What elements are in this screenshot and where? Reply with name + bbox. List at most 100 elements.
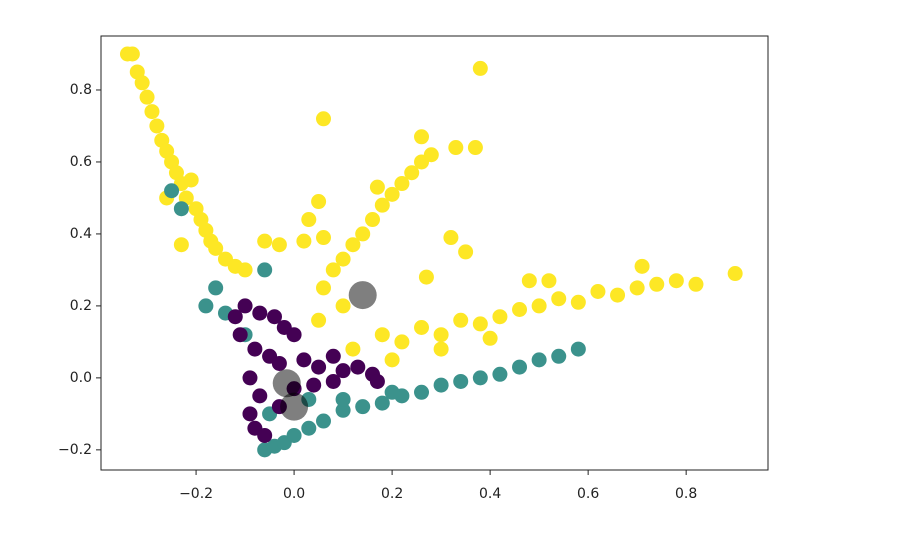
point — [257, 427, 273, 443]
point — [472, 370, 488, 386]
point — [315, 280, 331, 296]
point — [414, 129, 430, 145]
y-tick-label: 0.0 — [70, 370, 92, 386]
point — [453, 312, 469, 328]
point — [355, 399, 371, 415]
point — [325, 262, 341, 278]
y-tick-label: 0.2 — [70, 298, 92, 314]
point — [727, 266, 743, 282]
point — [345, 341, 361, 357]
point — [384, 384, 400, 400]
x-tick-label: 0.8 — [675, 486, 697, 502]
point — [144, 104, 160, 120]
x-tick-label: −0.2 — [179, 486, 213, 502]
point — [414, 319, 430, 335]
point — [384, 352, 400, 368]
point — [266, 309, 282, 325]
point — [257, 262, 273, 278]
point — [512, 359, 528, 375]
point — [433, 327, 449, 343]
point — [306, 377, 322, 393]
point — [271, 355, 287, 371]
point — [492, 309, 508, 325]
point — [590, 284, 606, 300]
point — [227, 309, 243, 325]
point — [384, 186, 400, 202]
point — [198, 298, 214, 314]
centroid — [280, 392, 309, 421]
point — [369, 373, 385, 389]
point — [512, 301, 528, 317]
point — [286, 427, 302, 443]
y-tick-label: 0.4 — [70, 226, 92, 242]
point — [335, 402, 351, 418]
point — [345, 237, 361, 253]
point — [467, 140, 483, 156]
point — [374, 197, 390, 213]
point — [335, 251, 351, 267]
point — [173, 201, 189, 217]
point — [443, 230, 459, 246]
point — [634, 258, 650, 274]
point — [257, 233, 273, 249]
point — [570, 341, 586, 357]
point — [296, 352, 312, 368]
point — [237, 262, 253, 278]
point — [688, 276, 704, 292]
point — [551, 291, 567, 307]
point — [492, 366, 508, 382]
point — [472, 60, 488, 76]
x-tick-label: 0.0 — [283, 486, 305, 502]
point — [404, 165, 420, 181]
point — [629, 280, 645, 296]
point — [237, 298, 253, 314]
point — [369, 179, 385, 195]
point — [325, 373, 341, 389]
x-tick-label: 0.2 — [381, 486, 403, 502]
point — [252, 388, 268, 404]
point — [394, 334, 410, 350]
point — [374, 395, 390, 411]
point — [242, 370, 258, 386]
point — [315, 111, 331, 127]
point — [286, 327, 302, 343]
point — [531, 298, 547, 314]
point — [149, 118, 165, 134]
point — [531, 352, 547, 368]
point — [164, 183, 180, 199]
point — [139, 89, 155, 105]
centroid — [272, 369, 301, 398]
point — [350, 359, 366, 375]
point — [374, 327, 390, 343]
point — [335, 363, 351, 379]
point — [394, 176, 410, 192]
point — [301, 212, 317, 228]
plot-area — [119, 46, 743, 458]
point — [247, 341, 263, 357]
point — [208, 240, 224, 256]
y-tick-label: −0.2 — [58, 442, 92, 458]
point — [242, 406, 258, 422]
point — [296, 233, 312, 249]
point — [208, 280, 224, 296]
point — [423, 147, 439, 163]
point — [315, 230, 331, 246]
point — [252, 305, 268, 321]
point — [433, 341, 449, 357]
point — [649, 276, 665, 292]
point — [325, 348, 341, 364]
point — [610, 287, 626, 303]
point — [472, 316, 488, 332]
point — [315, 413, 331, 429]
point — [183, 172, 199, 188]
centroid — [348, 281, 377, 310]
point — [335, 391, 351, 407]
point — [453, 373, 469, 389]
point — [668, 273, 684, 289]
point — [232, 327, 248, 343]
x-tick-label: 0.4 — [479, 486, 501, 502]
point — [418, 269, 434, 285]
y-tick-label: 0.8 — [70, 82, 92, 98]
point — [414, 384, 430, 400]
